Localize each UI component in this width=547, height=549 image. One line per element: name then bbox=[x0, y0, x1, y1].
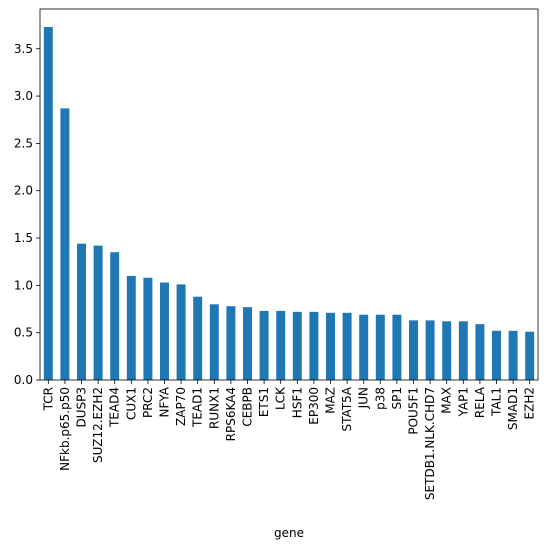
bar bbox=[492, 330, 501, 380]
bar bbox=[110, 252, 120, 380]
x-tick-label: STAT5A bbox=[340, 386, 354, 431]
x-tick-label: PRC2 bbox=[141, 387, 155, 418]
x-tick-label: CUX1 bbox=[124, 387, 138, 420]
y-tick-label: 3.5 bbox=[14, 42, 33, 56]
y-tick-label: 0.5 bbox=[14, 326, 33, 340]
x-tick-label: CEBPB bbox=[241, 387, 255, 427]
x-tick-label: SUZ12.EZH2 bbox=[91, 387, 105, 463]
bar bbox=[276, 310, 286, 380]
bar bbox=[60, 108, 70, 380]
x-tick-label: SETDB1.NLK.CHD7 bbox=[423, 387, 437, 500]
bar bbox=[226, 306, 236, 380]
x-tick-label: RELA bbox=[473, 386, 487, 418]
bar bbox=[309, 311, 319, 380]
x-tick-label: MAZ bbox=[324, 387, 338, 414]
bar bbox=[243, 307, 252, 380]
bar bbox=[43, 26, 53, 380]
y-tick-label: 1.5 bbox=[14, 231, 33, 245]
x-tick-label: TEAD1 bbox=[191, 387, 205, 428]
x-tick-label: SP1 bbox=[390, 387, 404, 410]
bar bbox=[259, 310, 269, 380]
bar bbox=[160, 282, 169, 380]
bar bbox=[475, 324, 485, 380]
x-tick-label: RUNX1 bbox=[207, 387, 221, 429]
x-tick-label: LCK bbox=[274, 386, 288, 410]
y-tick-label: 0.0 bbox=[14, 373, 33, 387]
x-tick-label: TCR bbox=[41, 387, 55, 411]
bar bbox=[359, 314, 369, 380]
bar bbox=[93, 245, 103, 380]
x-tick-label: ZAP70 bbox=[174, 387, 188, 426]
bar bbox=[525, 331, 535, 380]
x-tick-label: EZH2 bbox=[523, 387, 537, 419]
x-tick-label: p38 bbox=[373, 387, 387, 410]
bar bbox=[209, 304, 219, 380]
x-tick-label: NFkb.p65.p50 bbox=[58, 387, 72, 471]
x-tick-label: ETS1 bbox=[257, 387, 271, 417]
y-tick-label: 3.0 bbox=[14, 89, 33, 103]
x-tick-label: HSF1 bbox=[290, 387, 304, 418]
bar bbox=[442, 321, 452, 380]
bar bbox=[409, 320, 418, 380]
x-tick-label: JUN bbox=[357, 387, 371, 409]
x-tick-label: POU5F1 bbox=[407, 387, 421, 435]
y-tick-label: 1.0 bbox=[14, 278, 33, 292]
bar bbox=[326, 312, 335, 380]
bar bbox=[176, 284, 186, 380]
x-tick-label: MAX bbox=[440, 387, 454, 414]
x-axis-label: gene bbox=[274, 526, 304, 540]
x-tick-label: EP300 bbox=[307, 387, 321, 425]
x-tick-label: TEAD4 bbox=[108, 387, 122, 428]
x-tick-label: YAP1 bbox=[456, 387, 470, 417]
bar bbox=[77, 243, 86, 380]
bar bbox=[375, 314, 385, 380]
bar bbox=[458, 321, 468, 380]
x-tick-label: RPS6KA4 bbox=[224, 387, 238, 441]
x-tick-label: TAL1 bbox=[490, 387, 504, 417]
bar bbox=[425, 320, 435, 380]
plot-frame bbox=[39, 8, 539, 381]
bar bbox=[193, 296, 203, 380]
bar bbox=[508, 330, 518, 380]
y-tick-label: 2.0 bbox=[14, 184, 33, 198]
bar bbox=[126, 275, 136, 380]
x-tick-label: SMAD1 bbox=[506, 387, 520, 430]
x-tick-label: NFYA bbox=[158, 386, 172, 417]
bar bbox=[143, 277, 153, 380]
x-tick-label: DUSP3 bbox=[75, 387, 89, 428]
y-tick-label: 2.5 bbox=[14, 136, 33, 150]
bar bbox=[392, 314, 402, 380]
bar bbox=[292, 311, 302, 380]
bar bbox=[342, 312, 352, 380]
